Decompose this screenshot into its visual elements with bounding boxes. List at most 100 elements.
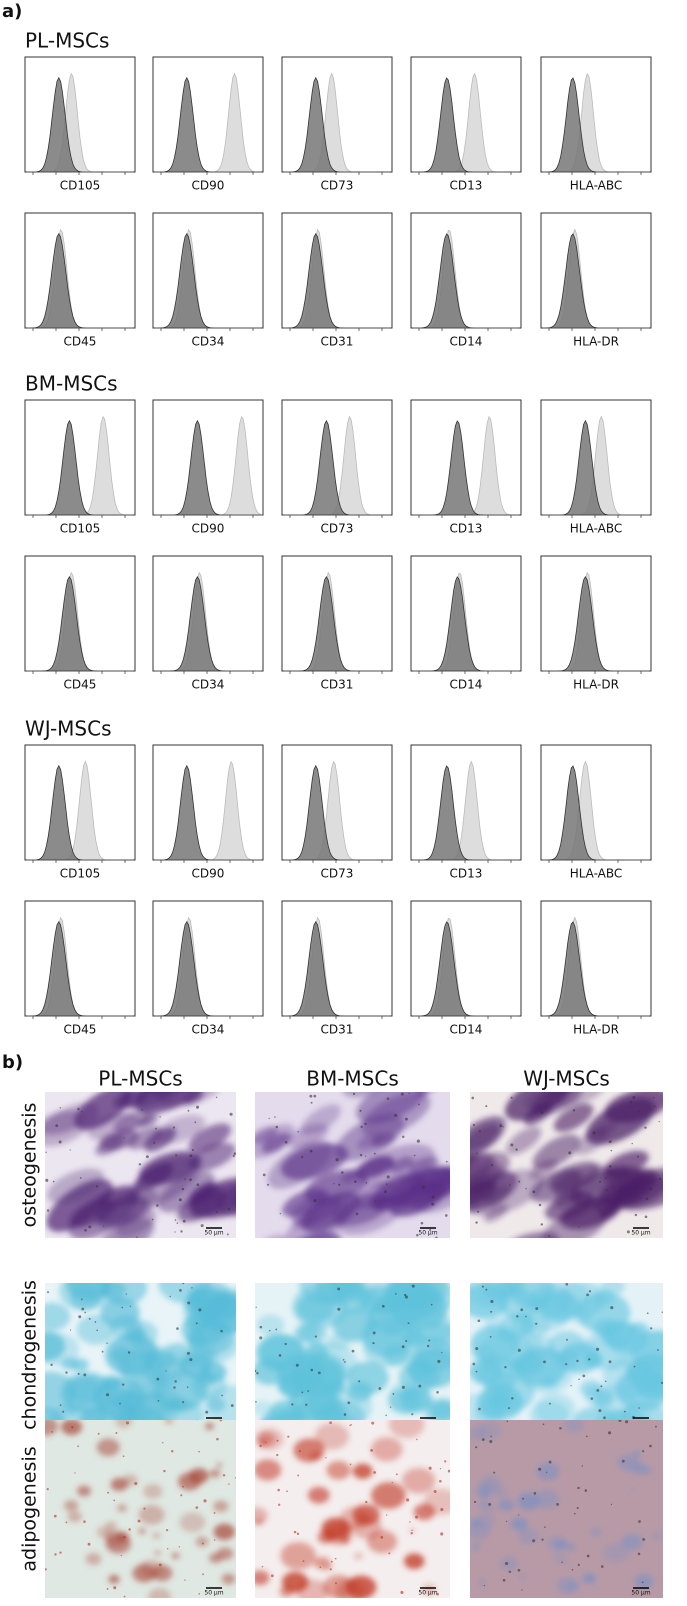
- speck: [447, 1469, 450, 1473]
- speck: [631, 1142, 633, 1145]
- speck: [302, 1560, 305, 1562]
- cell: [255, 1126, 278, 1144]
- speck: [656, 1349, 659, 1351]
- speck: [394, 1113, 398, 1117]
- speck: [53, 1514, 57, 1518]
- speck: [83, 1520, 86, 1523]
- speck: [481, 1285, 484, 1288]
- marker-label: CD105: [60, 179, 101, 193]
- row-label: adipogenesis: [19, 1446, 41, 1571]
- cell: [127, 1126, 162, 1150]
- speck: [483, 1584, 486, 1587]
- speck: [431, 1202, 435, 1206]
- speck: [200, 1224, 204, 1228]
- cell: [553, 1552, 569, 1564]
- speck: [310, 1368, 314, 1372]
- speck: [407, 1322, 410, 1325]
- cell: [85, 1552, 102, 1566]
- speck: [173, 1386, 176, 1389]
- speck: [538, 1467, 542, 1471]
- marker-curve: [284, 921, 390, 1017]
- cell: [110, 1477, 128, 1492]
- cell: [46, 1179, 114, 1232]
- group-title: WJ-MSCs: [25, 717, 112, 741]
- histogram: [410, 900, 522, 1019]
- cell: [144, 1127, 177, 1152]
- cell: [489, 1391, 512, 1409]
- histogram: [410, 744, 522, 863]
- column-header: BM-MSCs: [306, 1067, 399, 1091]
- cell: [201, 1348, 218, 1362]
- speck: [525, 1315, 527, 1318]
- cell: [164, 1420, 174, 1424]
- cell: [470, 1520, 491, 1540]
- speck: [334, 1557, 337, 1560]
- speck: [359, 1109, 362, 1112]
- marker-curve: [284, 76, 390, 173]
- image-background: [470, 1420, 663, 1598]
- cell: [189, 1184, 236, 1219]
- speck: [107, 1491, 110, 1494]
- histogram: [24, 744, 136, 863]
- cell: [282, 1188, 328, 1217]
- marker-curve: [413, 420, 519, 516]
- speck: [404, 1295, 408, 1299]
- cell: [532, 1134, 580, 1170]
- cell: [139, 1559, 164, 1579]
- cell: [190, 1372, 227, 1400]
- speck: [415, 1515, 418, 1519]
- speck: [83, 1373, 87, 1377]
- speck: [196, 1183, 200, 1187]
- speck: [621, 1459, 625, 1463]
- cell: [138, 1504, 165, 1525]
- speck: [504, 1561, 509, 1566]
- cell: [187, 1331, 208, 1347]
- speck: [588, 1358, 591, 1361]
- texture: [45, 1092, 236, 1238]
- speck: [166, 1548, 169, 1550]
- speck: [650, 1327, 653, 1330]
- speck: [319, 1566, 322, 1569]
- cell: [255, 1459, 282, 1481]
- speck: [259, 1336, 263, 1340]
- speck: [472, 1123, 476, 1127]
- speck: [155, 1127, 157, 1130]
- speck: [261, 1565, 264, 1568]
- speck: [489, 1335, 492, 1338]
- cell: [63, 1500, 79, 1512]
- speck: [410, 1531, 413, 1535]
- cell: [216, 1462, 222, 1468]
- speck: [385, 1414, 387, 1417]
- cell: [69, 1198, 116, 1228]
- speck: [372, 1331, 376, 1335]
- speck: [165, 1370, 167, 1372]
- cell: [179, 1512, 206, 1533]
- speck: [170, 1450, 174, 1453]
- speck: [215, 1211, 218, 1213]
- speck: [88, 1225, 92, 1229]
- speck: [637, 1552, 641, 1556]
- micrograph: 50 µm: [45, 1092, 236, 1238]
- speck: [641, 1581, 644, 1584]
- speck: [624, 1410, 626, 1413]
- speck: [51, 1431, 54, 1433]
- speck: [191, 1287, 193, 1289]
- scale-bar-label: 50 µm: [631, 1590, 650, 1597]
- cell: [402, 1467, 436, 1494]
- cell: [399, 1388, 417, 1401]
- speck: [649, 1187, 653, 1191]
- cell: [118, 1361, 136, 1376]
- cell: [99, 1283, 148, 1306]
- texture: [255, 1283, 450, 1428]
- speck: [658, 1121, 660, 1123]
- plot-frame: [152, 56, 264, 173]
- micrograph: 50 µm: [470, 1283, 663, 1428]
- speck: [548, 1402, 551, 1405]
- marker-curve: [155, 576, 261, 672]
- speck: [416, 1233, 419, 1237]
- speck: [123, 1595, 126, 1598]
- speck: [428, 1466, 432, 1470]
- cell: [267, 1140, 333, 1189]
- histogram: [152, 56, 264, 175]
